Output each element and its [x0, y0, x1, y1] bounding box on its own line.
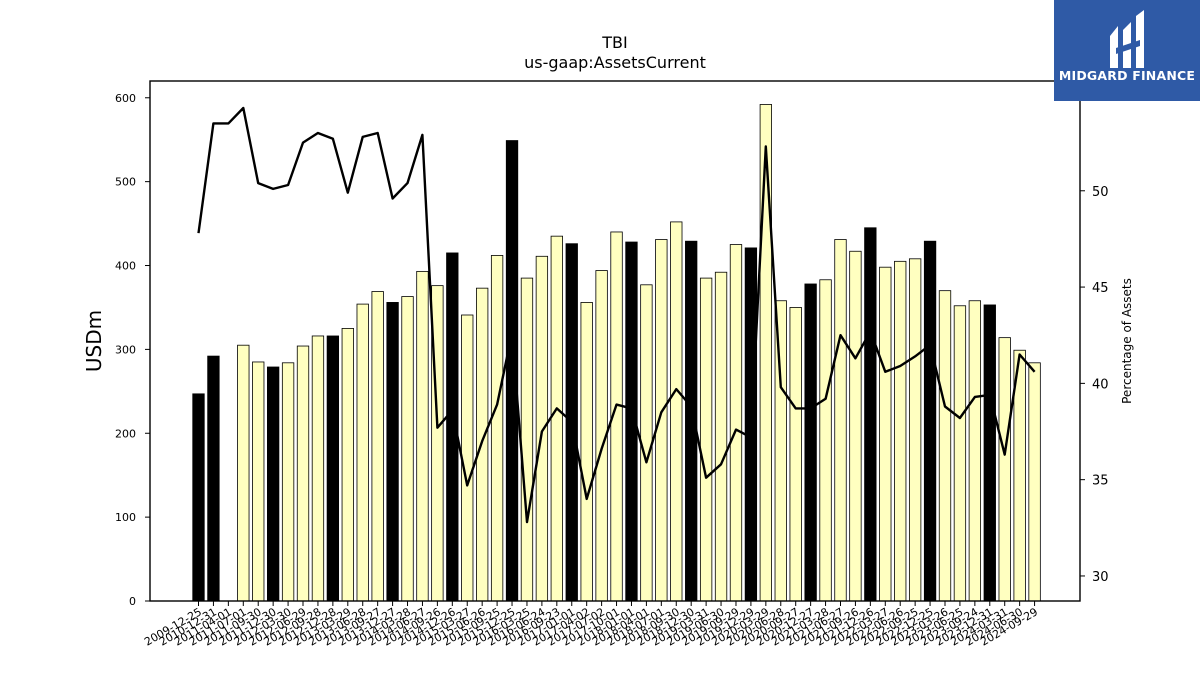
- bar: [281, 362, 295, 602]
- y-tick-label: 300: [115, 343, 136, 356]
- y-axis-right: 303540455055: [1080, 88, 1109, 585]
- bar: [401, 296, 414, 602]
- y2-tick-label: 40: [1092, 377, 1109, 392]
- y-tick-label: 400: [115, 260, 136, 273]
- bar: [535, 255, 549, 602]
- bar: [894, 260, 907, 602]
- bar: [879, 266, 892, 602]
- bar: [670, 221, 683, 602]
- y-tick-label: 600: [115, 92, 136, 105]
- bar: [207, 355, 220, 602]
- y2-axis-label: Percentage of Assets: [1120, 278, 1134, 404]
- bar: [968, 300, 982, 602]
- bar: [356, 303, 369, 602]
- y-tick-label: 0: [129, 595, 136, 608]
- bar: [580, 302, 593, 602]
- bar: [416, 270, 429, 602]
- bar: [1028, 362, 1041, 602]
- bar: [983, 304, 996, 602]
- bar: [729, 244, 743, 602]
- bar: [759, 104, 772, 602]
- bar: [520, 277, 534, 602]
- bar: [953, 305, 967, 602]
- bar: [819, 279, 832, 602]
- bar: [908, 258, 922, 602]
- y-axis-left: 0 100 200 300 400 500 600: [115, 92, 150, 608]
- bar: [640, 284, 653, 602]
- bar: [461, 314, 474, 602]
- x-axis: 2009-12-252010-12-312011-04-012011-07-01…: [142, 601, 1040, 649]
- bar: [923, 240, 937, 602]
- bar: [864, 227, 877, 602]
- bar: [252, 361, 265, 602]
- bar: [296, 345, 310, 602]
- bar: [386, 302, 399, 602]
- y-axis-label: USDm: [82, 310, 106, 372]
- bar: [938, 290, 952, 602]
- bar: [490, 255, 504, 602]
- y2-tick-label: 30: [1092, 570, 1109, 585]
- bar: [998, 337, 1011, 602]
- bar: [326, 335, 340, 602]
- bar: [341, 328, 354, 602]
- bar: [371, 291, 384, 602]
- brand-logo: MIDGARD FINANCE: [1054, 0, 1200, 101]
- bar: [789, 307, 802, 602]
- midgard-logo-icon: [1110, 10, 1144, 68]
- y-tick-label: 200: [115, 427, 136, 440]
- bar: [311, 335, 325, 602]
- bar: [550, 235, 563, 602]
- logo-text: MIDGARD FINANCE: [1058, 68, 1196, 83]
- y2-tick-label: 45: [1092, 281, 1109, 296]
- bar: [849, 250, 862, 602]
- chart-title: TBI: [601, 33, 627, 52]
- plot-frame: [149, 80, 1081, 602]
- bar: [655, 239, 668, 602]
- y2-tick-label: 35: [1092, 474, 1109, 489]
- line-series: [197, 106, 1036, 524]
- bar: [237, 344, 250, 602]
- bar: [266, 366, 280, 602]
- bar: [192, 393, 205, 602]
- y2-tick-label: 50: [1092, 185, 1109, 200]
- bar: [714, 271, 728, 602]
- chart-subtitle: us-gaap:AssetsCurrent: [524, 53, 706, 72]
- bar-series: [192, 104, 1041, 602]
- bar: [774, 300, 787, 602]
- bar: [699, 277, 713, 602]
- line-path: [197, 106, 1036, 524]
- bar: [804, 283, 817, 602]
- y-tick-label: 100: [115, 511, 136, 524]
- bar: [834, 239, 847, 602]
- y-tick-label: 500: [115, 176, 136, 189]
